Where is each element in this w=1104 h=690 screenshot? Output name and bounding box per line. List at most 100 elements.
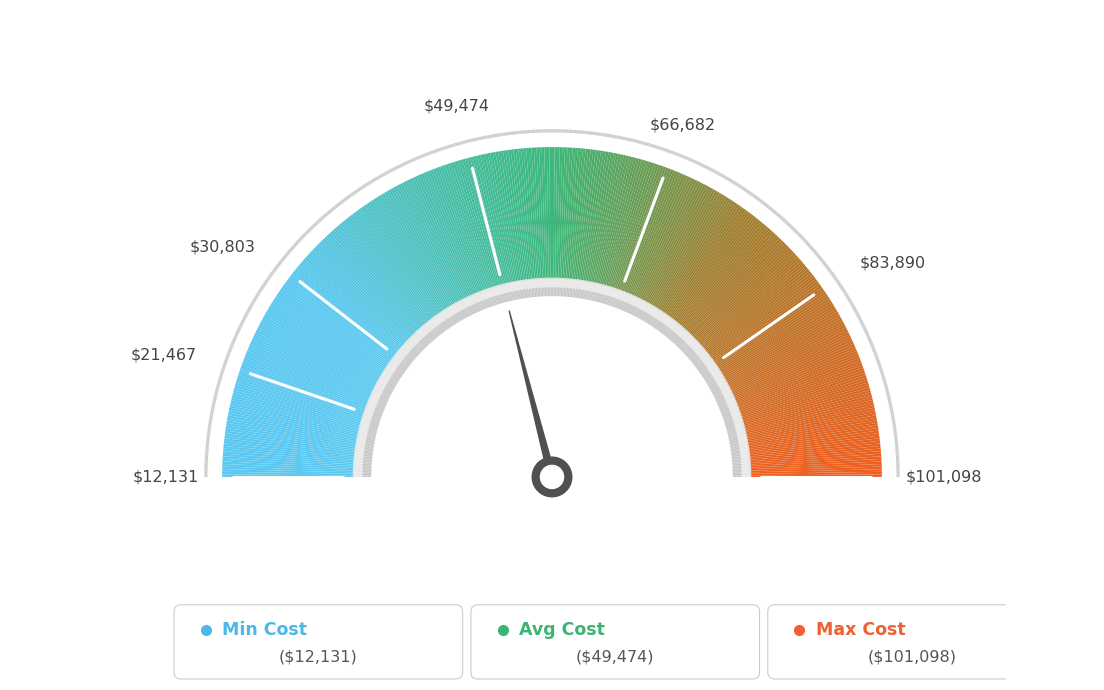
Polygon shape bbox=[814, 251, 818, 255]
Polygon shape bbox=[428, 319, 436, 328]
Polygon shape bbox=[499, 284, 503, 294]
Polygon shape bbox=[598, 294, 602, 304]
Polygon shape bbox=[672, 215, 754, 321]
Polygon shape bbox=[534, 288, 537, 297]
Polygon shape bbox=[365, 182, 370, 186]
Polygon shape bbox=[884, 385, 888, 388]
Polygon shape bbox=[671, 335, 679, 343]
Text: ($49,474): ($49,474) bbox=[576, 649, 655, 664]
Polygon shape bbox=[555, 147, 560, 279]
Polygon shape bbox=[896, 471, 900, 474]
Polygon shape bbox=[749, 435, 880, 454]
Polygon shape bbox=[264, 313, 380, 380]
Polygon shape bbox=[250, 344, 371, 398]
Polygon shape bbox=[235, 331, 240, 335]
Polygon shape bbox=[539, 288, 541, 297]
Polygon shape bbox=[732, 339, 852, 395]
Polygon shape bbox=[429, 150, 433, 155]
Polygon shape bbox=[585, 281, 587, 290]
Polygon shape bbox=[225, 431, 357, 451]
Polygon shape bbox=[894, 439, 898, 442]
Polygon shape bbox=[406, 354, 415, 361]
Polygon shape bbox=[729, 404, 737, 408]
Polygon shape bbox=[893, 431, 896, 434]
Polygon shape bbox=[471, 294, 477, 304]
Polygon shape bbox=[310, 226, 315, 230]
Polygon shape bbox=[736, 429, 746, 433]
Polygon shape bbox=[204, 460, 208, 464]
Polygon shape bbox=[216, 385, 220, 388]
Polygon shape bbox=[710, 366, 719, 373]
Polygon shape bbox=[699, 255, 798, 345]
Text: $49,474: $49,474 bbox=[423, 98, 489, 113]
Polygon shape bbox=[896, 463, 900, 466]
Polygon shape bbox=[354, 453, 363, 456]
Polygon shape bbox=[713, 393, 723, 399]
Polygon shape bbox=[434, 149, 438, 153]
Polygon shape bbox=[429, 331, 437, 339]
Polygon shape bbox=[641, 183, 704, 302]
Polygon shape bbox=[367, 435, 376, 439]
Polygon shape bbox=[390, 378, 399, 384]
Polygon shape bbox=[880, 369, 883, 373]
Polygon shape bbox=[382, 193, 452, 307]
Polygon shape bbox=[554, 129, 558, 132]
Polygon shape bbox=[630, 295, 636, 305]
Polygon shape bbox=[733, 418, 743, 422]
Polygon shape bbox=[384, 388, 393, 394]
Polygon shape bbox=[654, 195, 724, 308]
Polygon shape bbox=[247, 307, 252, 311]
Polygon shape bbox=[635, 177, 692, 298]
Polygon shape bbox=[704, 377, 713, 383]
Polygon shape bbox=[581, 280, 583, 290]
Polygon shape bbox=[709, 383, 718, 389]
Polygon shape bbox=[635, 308, 640, 318]
Polygon shape bbox=[220, 372, 224, 375]
Polygon shape bbox=[209, 420, 212, 423]
Polygon shape bbox=[474, 304, 479, 313]
Polygon shape bbox=[355, 444, 365, 447]
Polygon shape bbox=[508, 292, 511, 302]
Polygon shape bbox=[601, 295, 605, 304]
Polygon shape bbox=[620, 168, 669, 292]
Polygon shape bbox=[669, 320, 677, 329]
Polygon shape bbox=[225, 428, 357, 449]
Polygon shape bbox=[485, 135, 488, 139]
Polygon shape bbox=[749, 446, 881, 460]
Polygon shape bbox=[827, 268, 831, 273]
Polygon shape bbox=[426, 152, 431, 156]
Polygon shape bbox=[233, 393, 361, 428]
Polygon shape bbox=[272, 300, 385, 372]
Polygon shape bbox=[440, 311, 447, 320]
Polygon shape bbox=[735, 427, 745, 431]
Polygon shape bbox=[286, 251, 290, 255]
Polygon shape bbox=[715, 397, 725, 403]
Polygon shape bbox=[287, 249, 291, 253]
Text: $21,467: $21,467 bbox=[131, 348, 197, 363]
Polygon shape bbox=[853, 309, 858, 313]
Polygon shape bbox=[509, 292, 512, 302]
FancyBboxPatch shape bbox=[471, 604, 760, 679]
Polygon shape bbox=[371, 418, 381, 423]
Polygon shape bbox=[636, 309, 643, 319]
Polygon shape bbox=[381, 395, 390, 400]
Polygon shape bbox=[742, 475, 752, 477]
Polygon shape bbox=[383, 390, 392, 395]
Polygon shape bbox=[312, 224, 316, 228]
Polygon shape bbox=[476, 303, 480, 313]
Polygon shape bbox=[570, 279, 572, 288]
Polygon shape bbox=[467, 157, 502, 286]
Polygon shape bbox=[625, 137, 628, 141]
Polygon shape bbox=[896, 458, 900, 461]
Polygon shape bbox=[484, 289, 488, 299]
Polygon shape bbox=[350, 193, 354, 197]
Polygon shape bbox=[378, 400, 388, 406]
Polygon shape bbox=[723, 175, 726, 179]
Polygon shape bbox=[526, 279, 528, 289]
Polygon shape bbox=[731, 334, 850, 393]
Polygon shape bbox=[605, 295, 609, 305]
Polygon shape bbox=[736, 432, 746, 435]
Polygon shape bbox=[487, 135, 490, 139]
Polygon shape bbox=[734, 348, 857, 401]
Polygon shape bbox=[558, 287, 560, 297]
